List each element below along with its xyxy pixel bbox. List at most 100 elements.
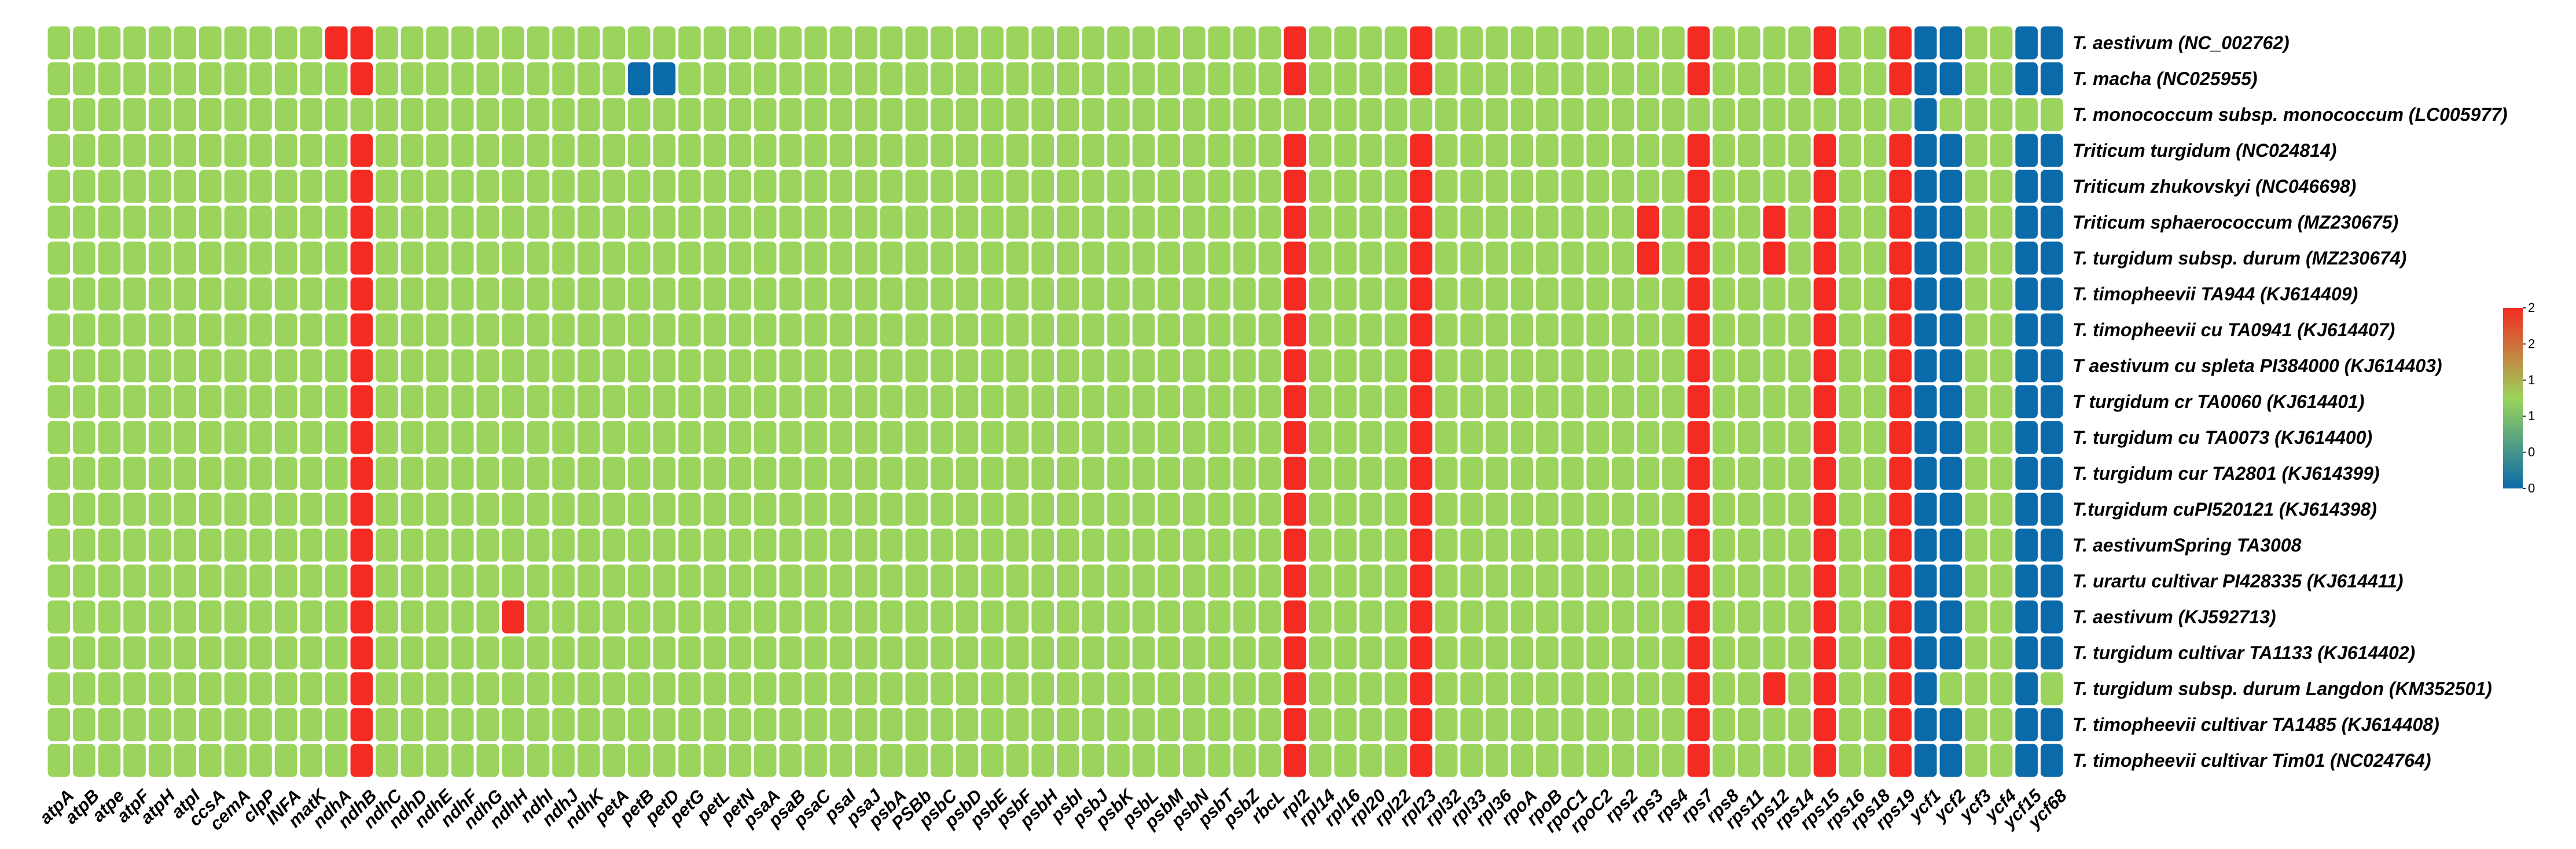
heatmap-cell — [905, 170, 928, 203]
heatmap-cell — [274, 277, 297, 311]
heatmap-cell — [577, 98, 600, 131]
heatmap-cell — [350, 744, 373, 777]
heatmap-cell — [47, 636, 71, 670]
heatmap-cell — [1208, 636, 1231, 670]
heatmap-cell — [956, 744, 979, 777]
heatmap-cell — [1359, 528, 1382, 562]
heatmap-cell — [1284, 493, 1306, 526]
heatmap-cell — [1561, 672, 1584, 705]
heatmap-cell — [1662, 241, 1685, 275]
heatmap-cell — [1082, 241, 1105, 275]
heatmap-cell — [1309, 421, 1332, 454]
heatmap-cell — [602, 457, 626, 490]
heatmap-cell — [1687, 528, 1710, 562]
heatmap-cell — [73, 744, 95, 777]
row-label: T. turgidum subsp. durum (MZ230674) — [2072, 248, 2406, 269]
heatmap-cell — [1258, 457, 1281, 490]
heatmap-cell — [552, 636, 575, 670]
heatmap-cell — [300, 385, 322, 418]
heatmap-cell — [1611, 744, 1634, 777]
heatmap-cell — [502, 564, 524, 598]
heatmap-cell — [1813, 241, 1836, 275]
heatmap-cell — [1485, 349, 1508, 383]
heatmap-cell — [1713, 493, 1735, 526]
heatmap-cell — [249, 170, 272, 203]
heatmap-cell — [703, 62, 726, 95]
heatmap-cell — [1914, 744, 1937, 777]
heatmap-cell — [249, 528, 272, 562]
heatmap-cell — [1637, 385, 1660, 418]
heatmap-cell — [1208, 170, 1231, 203]
heatmap-cell — [1057, 600, 1079, 634]
heatmap-cell — [98, 98, 121, 131]
heatmap-cell — [1384, 564, 1408, 598]
heatmap-cell — [1511, 672, 1534, 705]
heatmap-cell — [1460, 600, 1483, 634]
heatmap-cell — [1839, 277, 1861, 311]
heatmap-cell — [1258, 564, 1281, 598]
heatmap-cell — [451, 277, 474, 311]
heatmap-cell — [300, 421, 322, 454]
heatmap-cell — [905, 636, 928, 670]
heatmap-cell — [1511, 528, 1534, 562]
heatmap-cell — [804, 134, 827, 167]
heatmap-cell — [47, 134, 71, 167]
heatmap-cell — [376, 421, 398, 454]
heatmap-cell — [552, 421, 575, 454]
heatmap-cell — [602, 277, 626, 311]
heatmap-cell — [199, 170, 222, 203]
heatmap-cell — [451, 528, 474, 562]
heatmap-cell — [274, 744, 297, 777]
heatmap-cell — [1284, 421, 1306, 454]
heatmap-cell — [2040, 26, 2063, 60]
heatmap-cell — [1965, 134, 1987, 167]
heatmap-cell — [300, 277, 322, 311]
heatmap-cell — [1107, 98, 1130, 131]
heatmap-cell — [1208, 744, 1231, 777]
heatmap-cell — [1410, 241, 1432, 275]
heatmap-cell — [400, 205, 424, 239]
heatmap-cell — [1157, 528, 1180, 562]
heatmap-cell — [1182, 744, 1206, 777]
heatmap-cell — [956, 564, 979, 598]
heatmap-cell — [98, 62, 121, 95]
heatmap-cell — [880, 708, 903, 741]
heatmap-cell — [829, 421, 852, 454]
heatmap-cell — [905, 528, 928, 562]
heatmap-cell — [1082, 385, 1105, 418]
heatmap-cell — [577, 349, 600, 383]
heatmap-cell — [779, 672, 802, 705]
heatmap-cell — [2040, 708, 2063, 741]
heatmap-cell — [1864, 636, 1887, 670]
heatmap-cell — [1813, 98, 1836, 131]
row-label: T. turgidum subsp. durum Langdon (KM3525… — [2072, 678, 2492, 699]
heatmap-cell — [1132, 277, 1155, 311]
heatmap-cell — [1208, 98, 1231, 131]
heatmap-cell — [123, 26, 146, 60]
heatmap-cell — [224, 349, 247, 383]
heatmap-cell — [1637, 528, 1660, 562]
heatmap-cell — [199, 744, 222, 777]
heatmap-cell — [1536, 636, 1559, 670]
heatmap-cell — [1788, 241, 1811, 275]
heatmap-cell — [1813, 672, 1836, 705]
heatmap-cell — [931, 744, 953, 777]
heatmap-cell — [1889, 744, 1912, 777]
heatmap-cell — [1511, 277, 1534, 311]
heatmap-cell — [931, 134, 953, 167]
heatmap-cell — [1208, 134, 1231, 167]
heatmap-cell — [1864, 708, 1887, 741]
heatmap-cell — [123, 349, 146, 383]
heatmap-cell — [527, 241, 550, 275]
heatmap-cell — [400, 277, 424, 311]
heatmap-cell — [1586, 349, 1609, 383]
heatmap-cell — [73, 564, 95, 598]
heatmap-cell — [1965, 385, 1987, 418]
heatmap-cell — [1157, 26, 1180, 60]
heatmap-cell — [1662, 170, 1685, 203]
heatmap-cell — [174, 636, 197, 670]
heatmap-cell — [1737, 744, 1761, 777]
heatmap-cell — [1359, 600, 1382, 634]
heatmap-cell — [602, 170, 626, 203]
